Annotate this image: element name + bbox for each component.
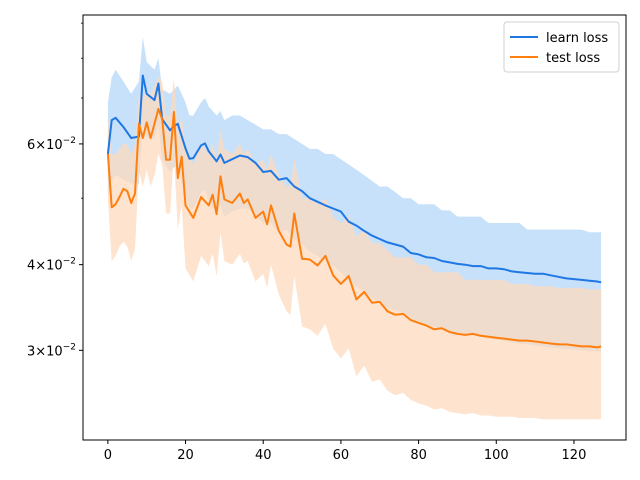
x-tick-label: 80 — [410, 448, 427, 463]
x-tick-label: 40 — [255, 448, 272, 463]
legend-label: test loss — [546, 51, 600, 66]
x-tick-label: 0 — [104, 448, 112, 463]
legend-label: learn loss — [546, 31, 608, 46]
band-learn-loss — [107, 36, 602, 352]
legend: learn loss test loss — [503, 21, 620, 73]
x-tick-label: 100 — [484, 448, 509, 463]
x-axis: 0 20 40 60 80 100 120 — [104, 440, 587, 463]
line-test-loss — [106, 107, 602, 349]
y-tick-label: 4×10−2 — [27, 257, 76, 274]
band-test-loss — [107, 77, 602, 420]
series-lines — [106, 74, 602, 349]
y-axis: 3×10−2 4×10−2 6×10−2 — [27, 22, 83, 359]
x-tick-label: 120 — [562, 448, 587, 463]
y-tick-label: 3×10−2 — [27, 342, 76, 359]
legend-box — [503, 21, 620, 73]
y-tick-label: 6×10−2 — [27, 136, 76, 153]
x-tick-label: 20 — [177, 448, 194, 463]
x-tick-label: 60 — [333, 448, 350, 463]
plot-frame — [82, 14, 627, 441]
confidence-bands — [107, 36, 602, 420]
